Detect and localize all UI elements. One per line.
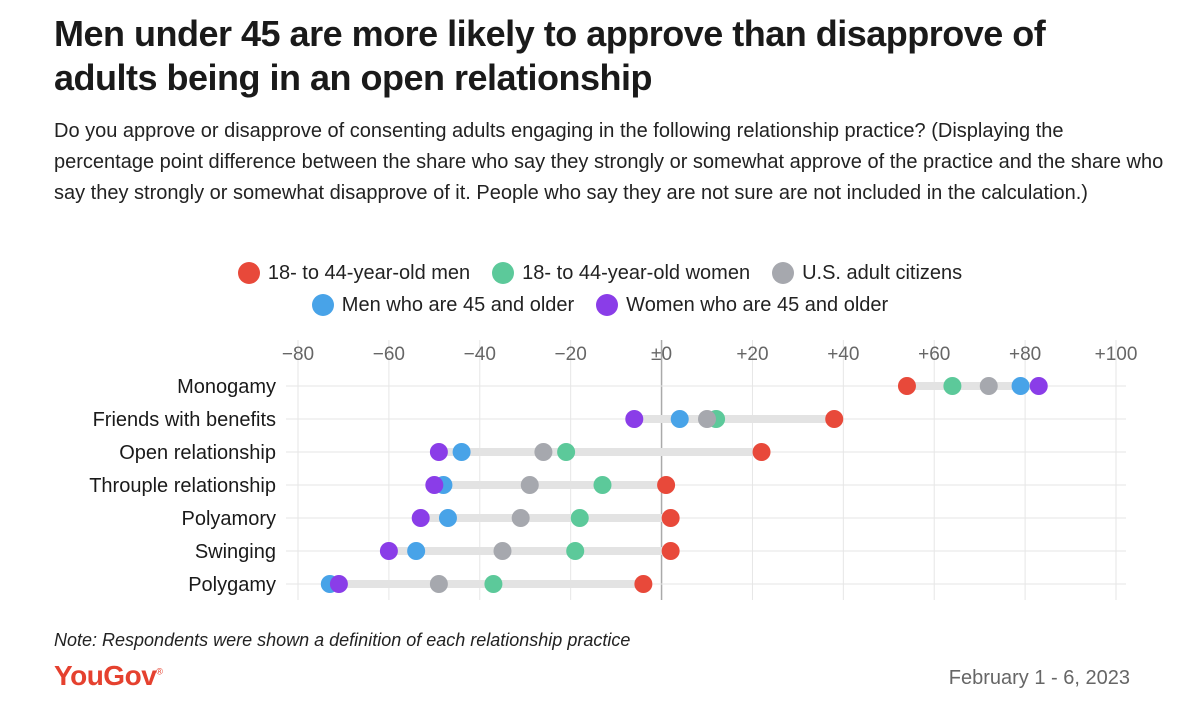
dot-men-who-are-45-and-older-open-relationship xyxy=(452,443,471,461)
x-tick-label: −60 xyxy=(373,344,405,365)
dot-men-who-are-45-and-older-swinging xyxy=(407,542,426,560)
category-label-friends-with-benefits: Friends with benefits xyxy=(93,409,276,431)
chart-note: Note: Respondents were shown a definitio… xyxy=(54,630,631,650)
dot-18-to-44-year-old-men-swinging xyxy=(661,542,680,560)
dot-u-s-adult-citizens-throuple-relationship xyxy=(520,476,539,494)
dot-men-who-are-45-and-older-friends-with-benefits xyxy=(670,410,689,428)
x-tick-label: +40 xyxy=(827,344,859,365)
dot-18-to-44-year-old-men-friends-with-benefits xyxy=(825,410,844,428)
dot-u-s-adult-citizens-polyamory xyxy=(511,509,530,527)
legend-label-women-18-44: 18- to 44-year-old women xyxy=(522,261,751,284)
x-tick-label: +60 xyxy=(918,344,950,365)
x-tick-label: −40 xyxy=(464,344,496,365)
dot-men-who-are-45-and-older-polyamory xyxy=(438,509,457,527)
legend-dot-men-18-44 xyxy=(237,262,260,284)
x-tick-label: +80 xyxy=(1009,344,1041,365)
dot-women-who-are-45-and-older-friends-with-benefits xyxy=(625,410,644,428)
chart-subtitle: Do you approve or disapprove of consenti… xyxy=(54,120,1164,204)
yougov-logo: YouGov® xyxy=(54,660,163,692)
dot-18-to-44-year-old-men-throuple-relationship xyxy=(657,476,676,494)
legend-dot-women-45-plus xyxy=(596,294,619,316)
legend-row-2: Men who are 45 and older Women who are 4… xyxy=(0,290,1200,320)
legend-item-us-adults: U.S. adult citizens xyxy=(772,262,962,285)
dot-u-s-adult-citizens-open-relationship xyxy=(534,443,553,461)
category-label-monogamy: Monogamy xyxy=(177,376,276,398)
dot-women-who-are-45-and-older-swinging xyxy=(379,542,398,560)
registered-mark: ® xyxy=(156,666,163,677)
dot-women-who-are-45-and-older-polygamy xyxy=(329,575,348,593)
x-tick-label: −20 xyxy=(555,344,587,365)
dot-men-who-are-45-and-older-monogamy xyxy=(1011,377,1030,395)
dot-u-s-adult-citizens-friends-with-benefits xyxy=(698,410,716,428)
dot-range-chart: −80 −60 −40 −20 ±0 +20 +40 +60 +80 +100 Monogamy Fr… xyxy=(89,340,1138,600)
category-label-polygamy: Polygamy xyxy=(188,574,276,596)
dot-18-to-44-year-old-women-swinging xyxy=(566,542,585,560)
dot-women-who-are-45-and-older-monogamy xyxy=(1029,377,1048,395)
dot-women-who-are-45-and-older-open-relationship xyxy=(429,443,448,461)
x-tick-label: −80 xyxy=(282,344,314,365)
legend-row-1: 18- to 44-year-old men 18- to 44-year-ol… xyxy=(0,258,1200,288)
dot-18-to-44-year-old-men-monogamy xyxy=(897,377,916,395)
chart-title: Men under 45 are more likely to approve … xyxy=(54,13,1046,98)
dot-18-to-44-year-old-women-polygamy xyxy=(484,575,503,593)
dot-18-to-44-year-old-men-polyamory xyxy=(661,509,680,527)
dot-u-s-adult-citizens-monogamy xyxy=(979,377,998,395)
legend-dot-women-18-44 xyxy=(492,262,515,284)
legend-item-men-45-plus: Men who are 45 and older xyxy=(311,293,575,317)
dot-18-to-44-year-old-women-polyamory xyxy=(570,509,589,527)
dot-women-who-are-45-and-older-throuple-relationship xyxy=(425,476,444,494)
x-tick-label: +100 xyxy=(1095,344,1138,365)
x-tick-label: ±0 xyxy=(651,344,672,365)
dot-18-to-44-year-old-men-polygamy xyxy=(634,575,653,593)
legend-label-men-18-44: 18- to 44-year-old men xyxy=(267,261,471,284)
dot-18-to-44-year-old-men-open-relationship xyxy=(752,443,771,461)
dot-18-to-44-year-old-women-open-relationship xyxy=(557,443,576,461)
chart-legend: 18- to 44-year-old men 18- to 44-year-ol… xyxy=(0,258,1200,322)
category-label-polyamory: Polyamory xyxy=(182,508,276,530)
legend-item-women-18-44: 18- to 44-year-old women xyxy=(492,262,750,285)
dot-u-s-adult-citizens-polygamy xyxy=(429,575,448,593)
legend-label-us-adults: U.S. adult citizens xyxy=(802,261,963,284)
dot-u-s-adult-citizens-swinging xyxy=(493,542,512,560)
dot-18-to-44-year-old-women-monogamy xyxy=(943,377,962,395)
legend-dot-us-adults xyxy=(772,262,795,284)
x-tick-label: +20 xyxy=(736,344,768,365)
survey-date: February 1 - 6, 2023 xyxy=(948,667,1130,689)
legend-item-men-18-44: 18- to 44-year-old men xyxy=(237,261,471,285)
logo-text: YouGov xyxy=(54,660,157,691)
category-label-throuple-relationship: Throuple relationship xyxy=(89,475,276,497)
dot-18-to-44-year-old-women-throuple-relationship xyxy=(593,476,612,494)
legend-label-men-45-plus: Men who are 45 and older xyxy=(341,293,575,316)
category-label-open-relationship: Open relationship xyxy=(119,442,276,464)
legend-dot-men-45-plus xyxy=(311,294,334,316)
legend-item-women-45-plus: Women who are 45 and older xyxy=(596,294,888,317)
dot-women-who-are-45-and-older-polyamory xyxy=(411,509,430,527)
legend-label-women-45-plus: Women who are 45 and older xyxy=(626,293,889,316)
category-label-swinging: Swinging xyxy=(195,541,276,563)
